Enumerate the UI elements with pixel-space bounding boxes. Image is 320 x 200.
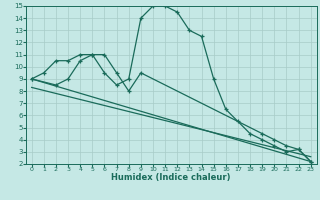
X-axis label: Humidex (Indice chaleur): Humidex (Indice chaleur) xyxy=(111,173,231,182)
